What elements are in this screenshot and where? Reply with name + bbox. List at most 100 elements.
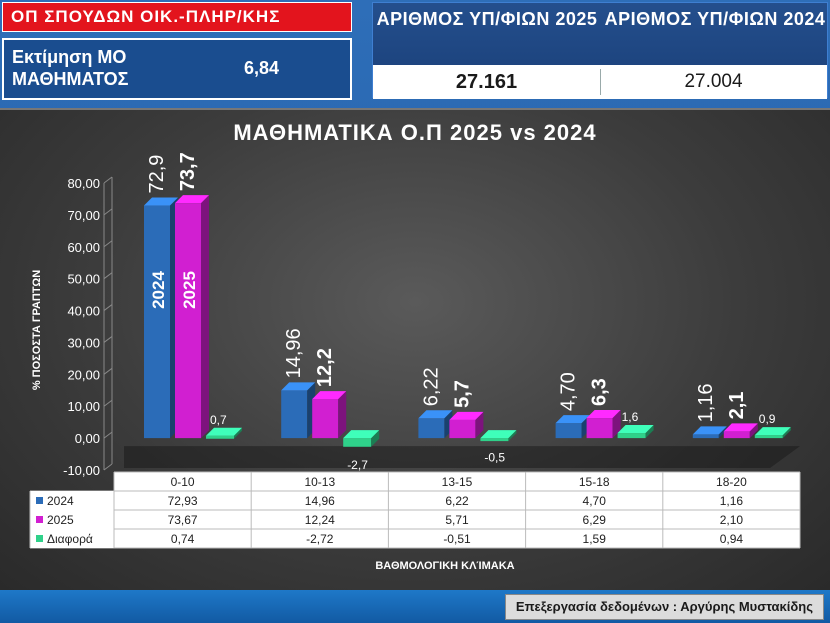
data-label-2024: 72,9 (146, 155, 168, 194)
y-tick-mark (103, 336, 113, 343)
data-label-2025: 12,2 (314, 348, 336, 387)
data-label-diff: 0,9 (759, 412, 776, 426)
bar-2025-0-10 (175, 195, 209, 439)
bar-top (418, 410, 453, 419)
bar-2024-10-13 (281, 382, 316, 439)
bar-front (343, 438, 372, 447)
y-tick-label: 60,00 (67, 240, 100, 255)
count-head-2024: ΑΡΙΘΜΟΣ ΥΠ/ΦΙΩΝ 2024 (604, 9, 826, 29)
y-tick-label: 40,00 (67, 304, 100, 319)
table-cell: 14,96 (305, 494, 335, 508)
y-tick-label: 10,00 (67, 399, 100, 414)
bar-side (612, 410, 621, 439)
bar-front (206, 435, 234, 439)
bar-2024-0-10 (144, 197, 178, 439)
y-tick-label: 50,00 (67, 272, 100, 287)
page-title: ΟΠ ΣΠΟΥΔΩΝ ΟΙΚ.-ΠΛΗΡ/ΚΗΣ (2, 2, 352, 32)
table-cell: 1,16 (720, 494, 744, 508)
legend-swatch-2024 (36, 497, 43, 504)
y-tick-mark (103, 304, 113, 311)
estimate-label: Εκτίμηση ΜΟ ΜΑΘΗΜΑΤΟΣ (12, 47, 129, 89)
chart-floor (124, 446, 800, 468)
y-axis-label: % ΠΟΣΟΣΤΑ ΓΡΑΠΤΩΝ (31, 270, 43, 390)
bar-Διαφορά-13-15 (480, 430, 517, 442)
table-cell: 2,10 (720, 513, 744, 527)
x-tick-label: 10-13 (304, 475, 335, 489)
table-cell: 0,94 (720, 532, 744, 546)
table-legend-bg (30, 491, 114, 548)
bar-front (418, 418, 445, 439)
x-tick-label: 0-10 (171, 475, 195, 489)
bar-front (175, 203, 201, 439)
candidate-counts: ΑΡΙΘΜΟΣ ΥΠ/ΦΙΩΝ 2025 ΑΡΙΘΜΟΣ ΥΠ/ΦΙΩΝ 202… (372, 2, 828, 99)
footer-bar: Επεξεργασία δεδομένων : Αργύρης Μυστακίδ… (0, 590, 830, 623)
bar-top (586, 410, 621, 419)
table-cell: 1,59 (583, 532, 607, 546)
data-table: 0-10 10-13 13-15 15-18 18-20 2024 72,93 14,96 6,… (29, 471, 801, 549)
bar-front (480, 438, 509, 442)
data-label-2025: 73,7 (177, 152, 199, 191)
bar-Διαφορά-10-13 (343, 430, 380, 447)
credit-label: Επεξεργασία δεδομένων : Αργύρης Μυστακίδ… (504, 594, 824, 620)
y-tick-label: 0,00 (75, 431, 100, 446)
bar-side (782, 427, 791, 439)
bar-top (281, 382, 316, 391)
data-label-diff: -0,5 (484, 451, 505, 465)
bar-top (555, 415, 590, 424)
table-cell: 6,22 (445, 494, 469, 508)
count-value-2025: 27.161 (455, 71, 518, 93)
bar-front (692, 434, 719, 439)
x-axis-label: ΒΑΘΜΟΛΟΓΙΚΗ ΚΛΊΜΑΚΑ (375, 560, 514, 572)
data-label-2025: 5,7 (451, 380, 473, 408)
bar-side (201, 195, 209, 439)
bar-2024-15-18 (555, 415, 590, 439)
bar-side (371, 430, 380, 447)
bar-top (449, 411, 484, 420)
y-tick-label: 80,00 (67, 176, 100, 191)
bar-side (508, 430, 517, 442)
x-tick-label: 18-20 (716, 475, 747, 489)
y-tick-mark (103, 240, 113, 248)
bar-top (754, 427, 791, 436)
y-tick-mark (103, 399, 113, 407)
data-label-2025: 2,1 (726, 392, 748, 420)
bar-top (617, 425, 654, 434)
bar-top (144, 197, 178, 206)
y-tick-label: 30,00 (67, 335, 100, 350)
inbar-label-2025: 2025 (180, 271, 199, 309)
bar-top (206, 427, 242, 436)
bar-chart: ΜΑΘΗΜΑΤΙΚΑ Ο.Π 2025 vs 2024 80,00 70,00 60,… (29, 152, 801, 572)
legend-entry-Διαφορά: Διαφορά (47, 532, 93, 546)
bar-2024-18-20 (692, 426, 727, 439)
x-tick-label: 13-15 (442, 475, 473, 489)
data-label-2025: 6,3 (589, 378, 611, 406)
bar-Διαφορά-15-18 (617, 425, 654, 439)
y-tick-mark (103, 431, 113, 439)
bar-front (281, 390, 308, 439)
bar-Διαφορά-0-10 (206, 427, 242, 439)
estimate-value: 6,84 (244, 58, 280, 78)
bar-top (175, 195, 209, 204)
data-label-2024: 1,16 (695, 383, 717, 422)
y-tick-mark (103, 463, 113, 471)
table-cell: 73,67 (168, 513, 198, 527)
table-cell: 12,24 (305, 513, 335, 527)
y-tick-label: -10,00 (63, 463, 100, 478)
table-cell: -0,51 (443, 532, 471, 546)
count-value-2024: 27.004 (684, 71, 743, 92)
bar-front (449, 419, 476, 439)
bar-side (645, 425, 654, 439)
bar-front (586, 418, 613, 439)
legend-entry-2025: 2025 (47, 513, 74, 527)
y-tick-label: 70,00 (67, 208, 100, 223)
bar-2025-10-13 (312, 391, 347, 439)
bar-2025-15-18 (586, 410, 621, 439)
data-label-2024: 6,22 (420, 367, 442, 406)
bar-front (617, 433, 646, 439)
bar-front (723, 431, 750, 439)
table-cell: 6,29 (583, 513, 607, 527)
bar-2025-18-20 (723, 423, 758, 439)
table-cell: 72,93 (168, 494, 198, 508)
y-tick-mark (103, 208, 113, 216)
bar-2024-13-15 (418, 410, 453, 439)
